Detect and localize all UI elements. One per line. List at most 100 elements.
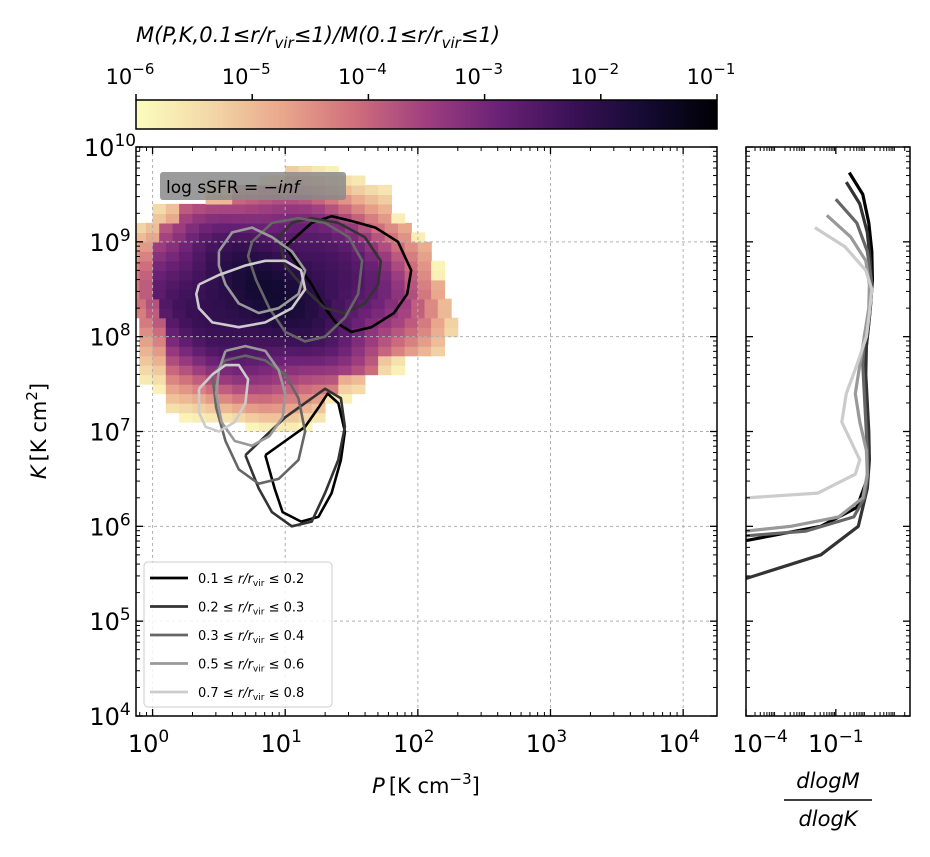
heatmap-cell xyxy=(325,355,339,366)
heatmap-cell xyxy=(404,289,419,300)
heatmap-cell xyxy=(245,336,260,347)
heatmap-cell xyxy=(258,422,273,433)
heatmap-cell xyxy=(179,355,193,366)
heatmap-cell xyxy=(192,355,207,366)
heatmap-cell xyxy=(252,298,266,309)
heatmap-cell xyxy=(192,241,207,252)
heatmap-cell xyxy=(136,279,140,290)
heatmap-cell xyxy=(258,336,273,347)
heatmap-cell xyxy=(152,279,167,290)
heatmap-cell xyxy=(192,336,207,347)
heatmap-cell xyxy=(205,260,220,271)
heatmap-cell xyxy=(165,384,180,395)
x-tick-label: 100 xyxy=(128,727,169,758)
heatmap-cell xyxy=(364,260,379,271)
heatmap-cell xyxy=(391,346,406,357)
heatmap-cell xyxy=(136,222,147,233)
heatmap-cell xyxy=(205,365,220,376)
heatmap-cell xyxy=(245,270,260,281)
heatmap-cell xyxy=(179,203,193,214)
heatmap-cell xyxy=(298,251,313,262)
x-tick-label: 104 xyxy=(658,727,699,758)
heatmap-cell xyxy=(338,260,353,271)
heatmap-cell xyxy=(218,403,233,414)
heatmap-cell xyxy=(218,384,233,395)
heatmap-cell xyxy=(205,213,220,224)
heatmap-cell xyxy=(136,241,140,252)
heatmap-cell xyxy=(338,327,353,338)
heatmap-cell xyxy=(351,374,366,385)
heatmap-cell xyxy=(411,308,426,319)
heatmap-cell xyxy=(305,222,319,233)
heatmap-cell xyxy=(232,403,247,414)
heatmap-cell xyxy=(311,241,326,252)
heatmap-cell xyxy=(225,298,240,309)
heatmap-cell xyxy=(404,241,419,252)
marginal-line-5 xyxy=(746,226,874,500)
colorbar-tick-label: 10−2 xyxy=(570,60,619,89)
contours xyxy=(195,214,413,528)
marginal-line-2 xyxy=(746,181,874,581)
heatmap-cell xyxy=(218,365,233,376)
heatmap-cell xyxy=(437,308,452,319)
heatmap-cell xyxy=(165,403,180,414)
heatmap-cell xyxy=(305,308,319,319)
heatmap-cell xyxy=(271,251,286,262)
heatmap-cell xyxy=(344,222,359,233)
heatmap-cell xyxy=(338,251,353,262)
heatmap-cell xyxy=(205,289,220,300)
heatmap-cell xyxy=(265,298,280,309)
heatmap-cell xyxy=(311,317,326,328)
legend-entry: 0.7 ≤ r/rvir ≤ 0.8 xyxy=(198,686,304,703)
y-tick-label: 108 xyxy=(89,321,130,352)
heatmap-cell xyxy=(391,317,406,328)
heatmap-cell xyxy=(232,260,247,271)
heatmap-cell xyxy=(165,241,180,252)
heatmap-cell xyxy=(238,232,253,243)
heatmap-cell xyxy=(212,232,227,243)
heatmap-cell xyxy=(391,251,406,262)
heatmap-cell xyxy=(139,251,154,262)
heatmap-cell xyxy=(417,336,432,347)
heatmap-cell xyxy=(145,308,160,319)
heatmap-cell xyxy=(159,298,174,309)
heatmap-cell xyxy=(318,222,333,233)
heatmap-cell xyxy=(218,270,233,281)
colorbar: M(P,K,0.1≤r/rvir≤1)/M(0.1≤r/rvir≤1) 10−6… xyxy=(106,23,735,130)
heatmap-cell xyxy=(351,194,366,205)
heatmap-cell xyxy=(351,336,366,347)
heatmap-cell xyxy=(192,203,207,214)
heatmap-cell xyxy=(165,327,180,338)
heatmap-cell xyxy=(364,251,379,262)
heatmap-cell xyxy=(232,355,247,366)
heatmap-cell xyxy=(185,222,200,233)
contour-1 xyxy=(264,392,347,523)
heatmap-cell xyxy=(364,336,379,347)
heatmap-cell xyxy=(384,298,399,309)
heatmap-cell xyxy=(199,308,213,319)
heatmap-cell xyxy=(431,346,445,357)
heatmap-cell xyxy=(199,298,213,309)
heatmap-cell xyxy=(139,317,154,328)
heatmap-cell xyxy=(232,374,247,385)
heatmap-cell xyxy=(338,270,353,281)
heatmap-cell xyxy=(331,222,346,233)
heatmap-cell xyxy=(298,393,313,404)
heatmap-cell xyxy=(179,374,193,385)
legend: 0.1 ≤ r/rvir ≤ 0.2 0.2 ≤ r/rvir ≤ 0.3 0.3 … xyxy=(143,561,333,708)
heatmap-cell xyxy=(364,213,379,224)
heatmap-cell xyxy=(298,403,313,414)
heatmap-cell xyxy=(291,308,306,319)
heatmap-cell xyxy=(391,365,406,376)
heatmap-cell xyxy=(179,279,193,290)
heatmap-cell xyxy=(258,251,273,262)
heatmap-cell xyxy=(152,365,167,376)
heatmap-cell xyxy=(298,365,313,376)
heatmap-cell xyxy=(417,241,432,252)
heatmap-cell xyxy=(325,374,339,385)
contour-3 xyxy=(211,354,307,485)
heatmap-cell xyxy=(431,260,445,271)
heatmap-cell xyxy=(179,412,193,423)
heatmap-cell xyxy=(398,308,412,319)
heatmap-cell xyxy=(344,308,359,319)
